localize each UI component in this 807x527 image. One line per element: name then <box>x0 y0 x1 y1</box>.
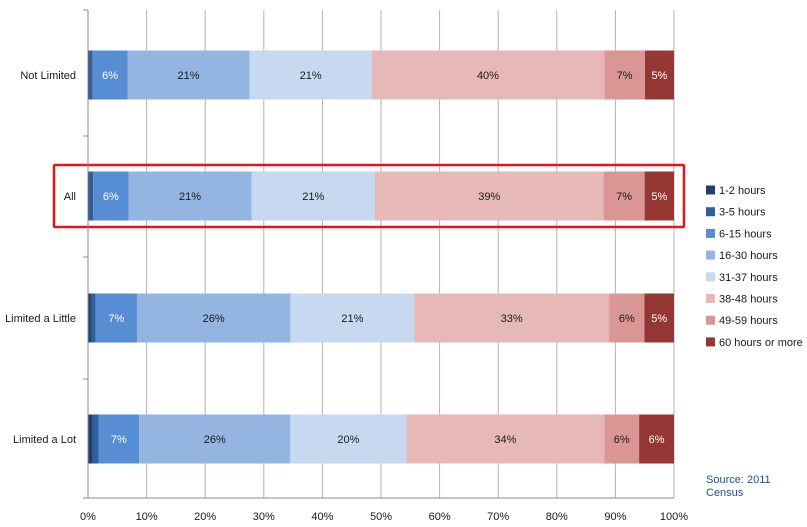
bar-data-label: 26% <box>203 313 225 325</box>
bar-segment <box>604 50 645 100</box>
legend-swatch <box>706 315 715 325</box>
highlight-box <box>52 163 686 229</box>
legend-swatch <box>706 250 715 260</box>
legend-entry: 1-2 hours <box>719 185 766 197</box>
x-tick-label: 70% <box>487 511 509 523</box>
bar-data-label: 6% <box>103 191 119 203</box>
bar-segment <box>639 414 674 464</box>
bar-data-label: 6% <box>619 313 635 325</box>
x-tick-label: 80% <box>546 511 568 523</box>
bar-data-label: 21% <box>178 70 200 82</box>
bar-segment <box>644 50 674 100</box>
legend-swatch <box>706 272 715 282</box>
bar-data-label: 6% <box>614 434 630 446</box>
bar-data-label: 7% <box>616 191 632 203</box>
bar-data-label: 21% <box>300 70 322 82</box>
bar-data-label: 34% <box>494 434 516 446</box>
bar-segment <box>604 414 640 464</box>
legend: 1-2 hours 3-5 hours 6-15 hours 16-30 hours 3… <box>706 185 803 349</box>
bar-segment <box>92 50 128 100</box>
bar-data-label: 33% <box>501 313 523 325</box>
bar-segment <box>609 293 645 343</box>
x-tick-label: 20% <box>194 511 216 523</box>
bar-data-label: 5% <box>651 313 667 325</box>
bar-data-label: 6% <box>102 70 118 82</box>
bar-data-label: 26% <box>204 434 226 446</box>
y-category-label: Limited a Little <box>5 313 76 325</box>
legend-entry: 3-5 hours <box>719 207 766 219</box>
legend-swatch <box>706 207 715 217</box>
legend-entry: 16-30 hours <box>719 250 778 262</box>
x-tick-label: 90% <box>604 511 626 523</box>
bar-segment <box>92 414 99 464</box>
bar-segment <box>374 171 604 221</box>
bar-segment <box>95 293 137 343</box>
legend-entry: 49-59 hours <box>719 315 778 327</box>
bar-data-label: 7% <box>617 70 633 82</box>
bar-segment <box>128 171 252 221</box>
x-tick-label: 0% <box>80 511 96 523</box>
legend-swatch <box>706 185 715 195</box>
x-tick-label: 30% <box>253 511 275 523</box>
legend-swatch <box>706 228 715 238</box>
bar-data-label: 40% <box>477 70 499 82</box>
x-tick-label: 40% <box>311 511 333 523</box>
x-tick-label: 60% <box>429 511 451 523</box>
y-category-label: Limited a Lot <box>13 434 76 446</box>
y-category-label: All <box>64 191 76 203</box>
legend-entry: 31-37 hours <box>719 272 778 284</box>
source-note: Source: 2011 Census <box>706 474 771 499</box>
legend-entry: 38-48 hours <box>719 294 778 306</box>
bar-segment <box>127 50 250 100</box>
bar-segment <box>88 414 93 464</box>
bar-segment <box>136 293 291 343</box>
bar-segment <box>139 414 291 464</box>
bar-data-label: 21% <box>341 313 363 325</box>
bar-data-label: 21% <box>179 191 201 203</box>
legend-swatch <box>706 337 715 347</box>
y-category-label: Not Limited <box>20 70 76 82</box>
legend-entry: 60 hours or more <box>719 337 803 349</box>
bar-data-label: 39% <box>478 191 500 203</box>
bar-data-label: 7% <box>108 313 124 325</box>
bar-segment <box>93 171 129 221</box>
bar-segment <box>644 293 674 343</box>
x-tick-label: 100% <box>660 511 688 523</box>
axes: 0% 10% 20% 30% 40% 50% 60% 70% 80% 90% 100% Not Lim… <box>5 9 688 523</box>
bar-data-label: 5% <box>651 191 667 203</box>
bar-segment <box>249 50 372 100</box>
bar-segment <box>414 293 610 343</box>
bar-segment <box>290 293 415 343</box>
bar-segment <box>251 171 375 221</box>
bar-segment <box>88 171 90 221</box>
bar-segment <box>88 50 90 100</box>
bar-segment <box>90 293 96 343</box>
legend-entry: 6-15 hours <box>719 228 772 240</box>
bar-segment <box>98 414 140 464</box>
bar-segment <box>88 293 91 343</box>
bar-segment <box>603 171 645 221</box>
bar-data-label: 7% <box>111 434 127 446</box>
bar-segment <box>406 414 605 464</box>
bar-data-label: 5% <box>652 70 668 82</box>
bar-segment <box>644 171 674 221</box>
bar-data-label: 20% <box>337 434 359 446</box>
bars: 6% 21% 21% 40% 7% 5% 6% 21% 21% 39% 7% 5% 7% 26% 21% 33… <box>52 50 686 464</box>
bar-segment <box>89 50 93 100</box>
bar-segment <box>371 50 605 100</box>
bar-data-label: 6% <box>649 434 665 446</box>
legend-swatch <box>706 294 715 303</box>
x-tick-label: 10% <box>136 511 158 523</box>
bar-data-label: 21% <box>302 191 324 203</box>
x-tick-label: 50% <box>370 511 392 523</box>
bar-segment <box>89 171 94 221</box>
bar-segment <box>290 414 407 464</box>
